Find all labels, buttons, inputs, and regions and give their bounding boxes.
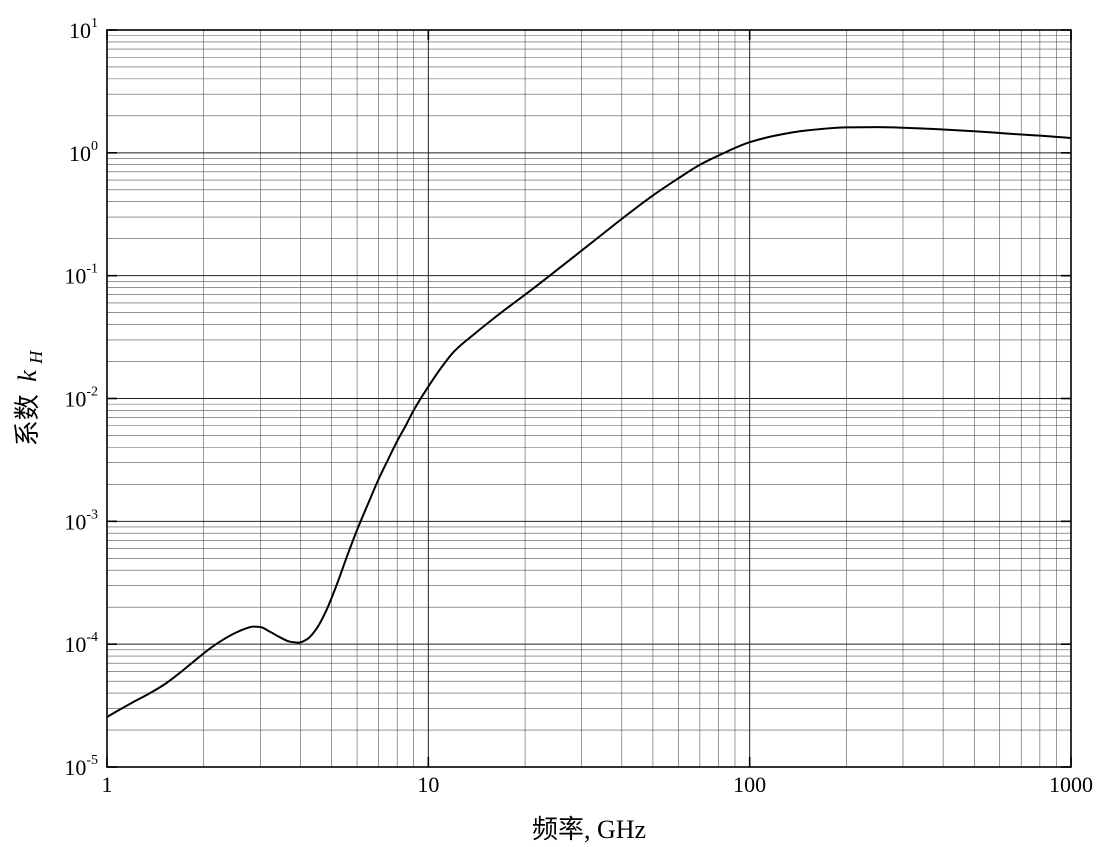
major-gridlines xyxy=(106,29,1072,768)
x-tick-label: 10 xyxy=(417,772,439,797)
y-tick-label: 10-4 xyxy=(64,630,98,657)
y-tick-label: 10-5 xyxy=(64,753,98,780)
y-tick-label-exponent: 0 xyxy=(91,139,98,154)
y-axis-label: 系数 k H xyxy=(13,350,46,447)
y-tick-label-base: 10 xyxy=(69,18,91,43)
x-tick-label: 1 xyxy=(102,772,113,797)
x-tick-label: 100 xyxy=(733,772,766,797)
y-tick-label-exponent: -5 xyxy=(86,753,98,768)
y-tick-label: 10-2 xyxy=(64,385,98,412)
y-axis-label-variable: k xyxy=(13,370,42,382)
y-tick-label: 101 xyxy=(69,16,98,43)
x-tick-label: 1000 xyxy=(1049,772,1093,797)
y-axis-label-subscript: H xyxy=(26,350,46,365)
y-tick-label-exponent: -3 xyxy=(86,507,98,522)
y-tick-label-exponent: -1 xyxy=(86,262,98,277)
y-tick-label-base: 10 xyxy=(64,387,86,412)
y-tick-label-exponent: -4 xyxy=(86,630,98,645)
y-tick-label-exponent: 1 xyxy=(91,16,98,31)
x-tick-labels: 1 10 100 1000 xyxy=(102,772,1094,797)
y-tick-label-exponent: -2 xyxy=(86,385,98,400)
plot-area xyxy=(106,126,1072,718)
y-axis-label-prefix: 系数 xyxy=(13,394,42,446)
y-tick-label-base: 10 xyxy=(64,509,86,534)
series-line xyxy=(106,126,1072,718)
y-tick-label-base: 10 xyxy=(64,632,86,657)
y-tick-label: 10-1 xyxy=(64,262,98,289)
axis-ticks xyxy=(106,29,1072,768)
y-tick-label: 100 xyxy=(69,139,98,166)
y-tick-label-base: 10 xyxy=(64,264,86,289)
y-tick-label: 10-3 xyxy=(64,507,98,534)
y-tick-label-base: 10 xyxy=(64,755,86,780)
x-axis-label: 频率, GHz xyxy=(532,815,646,844)
y-tick-label-base: 10 xyxy=(69,141,91,166)
